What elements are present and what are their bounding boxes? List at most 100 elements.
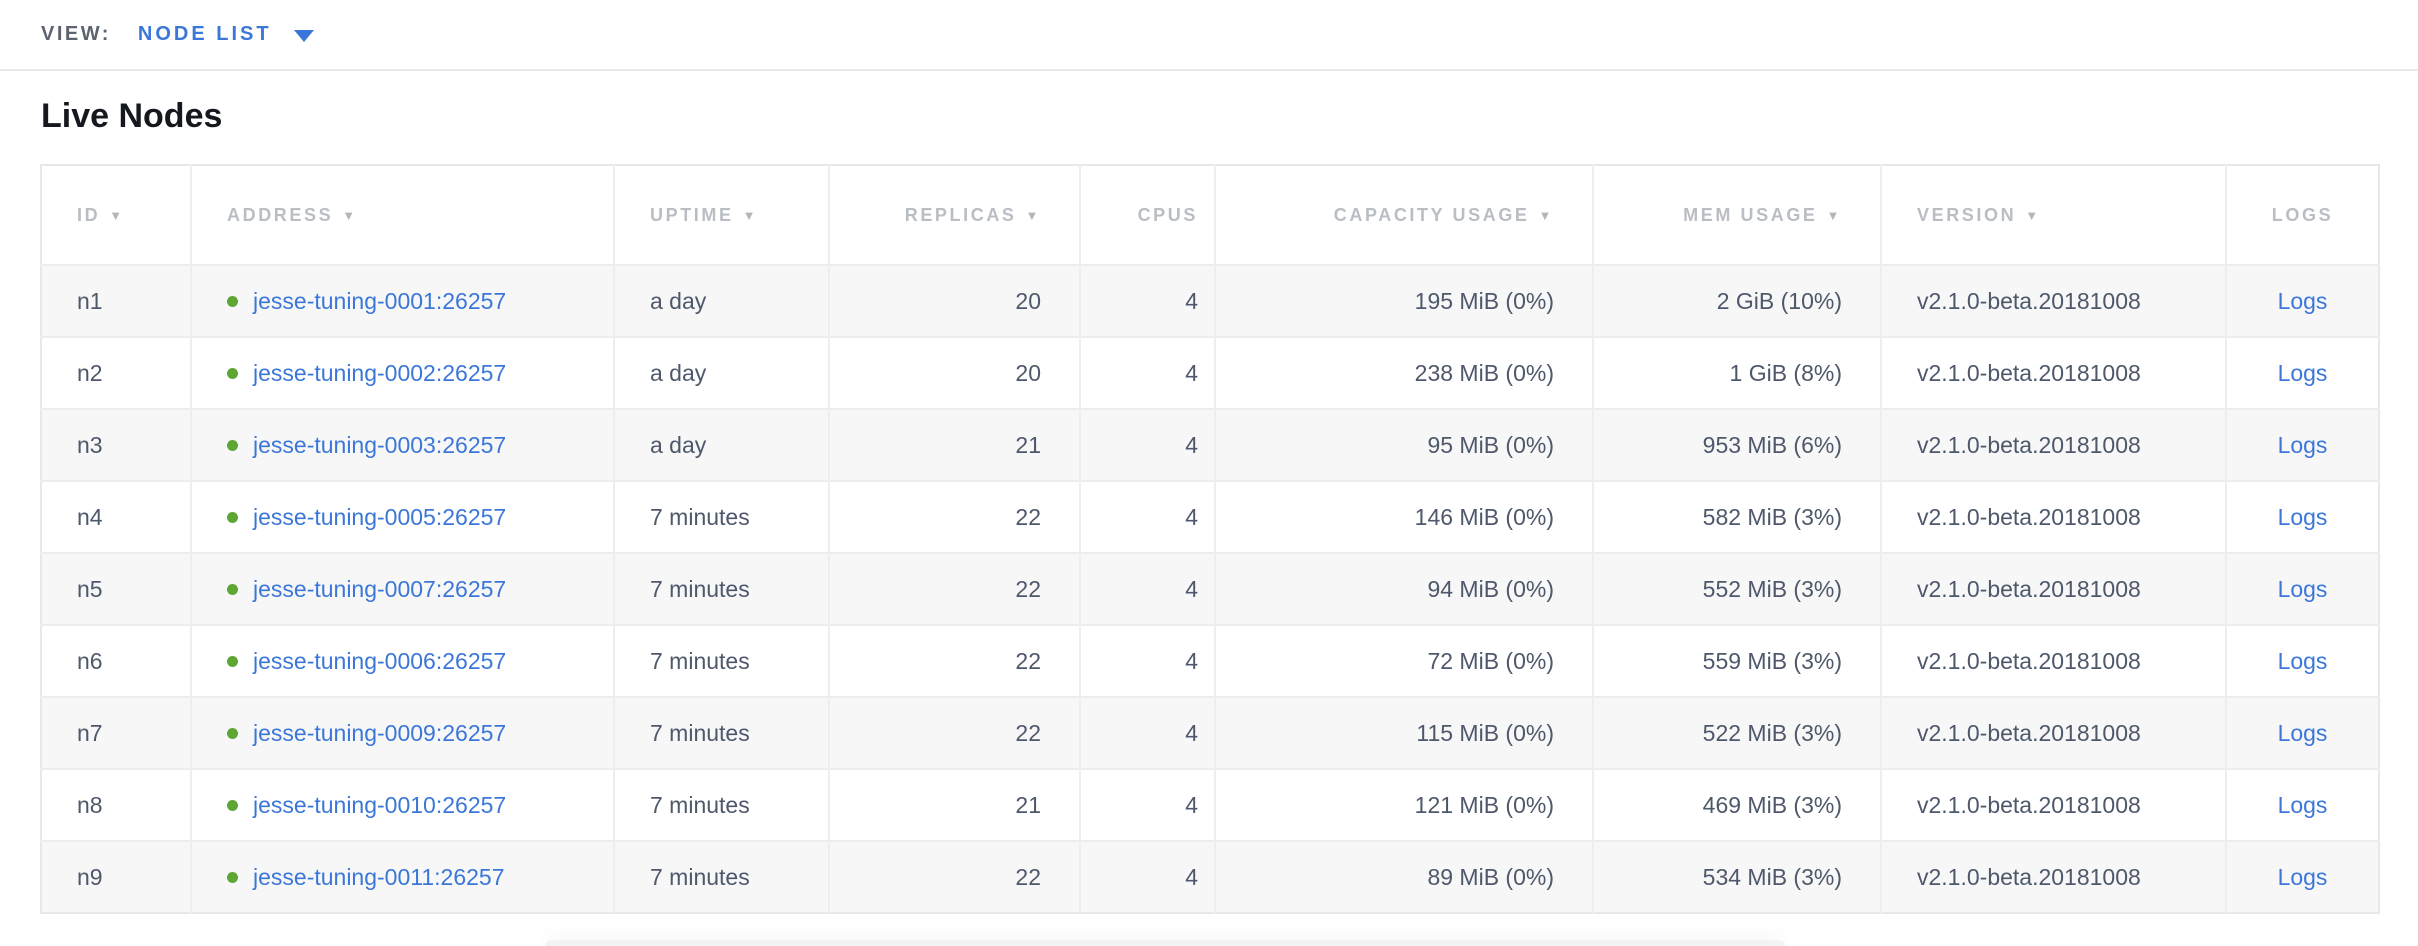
node-address-link[interactable]: jesse-tuning-0010:26257 [253, 791, 507, 818]
cell-capacity: 94 MiB (0%) [1214, 553, 1593, 625]
cell-capacity: 238 MiB (0%) [1214, 337, 1593, 409]
node-live-status-icon [227, 583, 238, 595]
cell-value: 20 [1015, 359, 1041, 386]
node-logs-link[interactable]: Logs [2277, 719, 2328, 746]
column-label: UPTIME [650, 204, 734, 225]
cell-value: n9 [77, 863, 103, 890]
cell-value: 22 [1015, 647, 1041, 674]
cell-value: 4 [1185, 863, 1198, 890]
cell-value: n4 [77, 503, 103, 530]
column-label: MEM USAGE [1683, 204, 1818, 225]
sort-desc-icon: ▼ [1538, 207, 1554, 223]
column-header-mem[interactable]: MEM USAGE ▼ [1592, 165, 1881, 265]
node-address-link[interactable]: jesse-tuning-0001:26257 [253, 287, 507, 314]
cell-cpus: 4 [1079, 481, 1215, 553]
cell-value: 121 MiB (0%) [1414, 791, 1554, 818]
cell-value: 4 [1185, 719, 1198, 746]
cell-value: 953 MiB (6%) [1702, 431, 1842, 458]
cell-capacity: 121 MiB (0%) [1214, 769, 1593, 841]
node-live-status-icon [227, 367, 238, 379]
cell-replicas: 22 [828, 553, 1080, 625]
column-header-uptime[interactable]: UPTIME ▼ [613, 165, 829, 265]
cell-replicas: 22 [828, 481, 1080, 553]
cell-value: 20 [1015, 287, 1041, 314]
cell-uptime: a day [613, 337, 829, 409]
cell-capacity: 72 MiB (0%) [1214, 625, 1593, 697]
node-address-link[interactable]: jesse-tuning-0006:26257 [253, 647, 507, 674]
cell-value: 7 minutes [650, 863, 750, 890]
node-address-link[interactable]: jesse-tuning-0007:26257 [253, 575, 507, 602]
node-address-link[interactable]: jesse-tuning-0002:26257 [253, 359, 507, 386]
cell-id: n9 [41, 841, 191, 913]
cell-cpus: 4 [1079, 697, 1215, 769]
node-logs-link[interactable]: Logs [2277, 503, 2328, 530]
cell-value: v2.1.0-beta.20181008 [1917, 863, 2141, 890]
cell-version: v2.1.0-beta.20181008 [1880, 337, 2226, 409]
node-logs-link[interactable]: Logs [2277, 647, 2328, 674]
cell-value: 7 minutes [650, 791, 750, 818]
cell-value: 22 [1015, 719, 1041, 746]
cell-id: n1 [41, 265, 191, 337]
cell-version: v2.1.0-beta.20181008 [1880, 553, 2226, 625]
column-header-version[interactable]: VERSION ▼ [1880, 165, 2226, 265]
cell-version: v2.1.0-beta.20181008 [1880, 841, 2226, 913]
node-live-status-icon [227, 799, 238, 811]
cell-logs: Logs [2225, 841, 2379, 913]
column-header-capacity[interactable]: CAPACITY USAGE ▼ [1214, 165, 1593, 265]
cell-value: 7 minutes [650, 503, 750, 530]
table-row: n4 jesse-tuning-0005:26257 7 minutes 22 4 146… [41, 481, 2379, 553]
node-logs-link[interactable]: Logs [2277, 287, 2328, 314]
node-live-status-icon [227, 871, 238, 883]
cell-version: v2.1.0-beta.20181008 [1880, 625, 2226, 697]
column-header-id[interactable]: ID ▼ [41, 165, 191, 265]
node-logs-link[interactable]: Logs [2277, 863, 2328, 890]
cell-value: 559 MiB (3%) [1702, 647, 1842, 674]
node-logs-link[interactable]: Logs [2277, 359, 2328, 386]
cell-value: 4 [1185, 287, 1198, 314]
cell-value: 115 MiB (0%) [1416, 719, 1554, 746]
column-header-cpus[interactable]: CPUS [1079, 165, 1215, 265]
node-address-link[interactable]: jesse-tuning-0003:26257 [253, 431, 507, 458]
sort-desc-icon: ▼ [342, 207, 358, 223]
cell-cpus: 4 [1079, 265, 1215, 337]
column-header-replicas[interactable]: REPLICAS ▼ [828, 165, 1080, 265]
cell-value: v2.1.0-beta.20181008 [1917, 503, 2141, 530]
cell-address: jesse-tuning-0009:26257 [190, 697, 614, 769]
cell-logs: Logs [2225, 337, 2379, 409]
cell-logs: Logs [2225, 697, 2379, 769]
cell-value: 195 MiB (0%) [1414, 287, 1554, 314]
view-label: VIEW: [41, 23, 111, 45]
column-label: REPLICAS [904, 204, 1017, 225]
cell-address: jesse-tuning-0001:26257 [190, 265, 614, 337]
node-live-status-icon [227, 727, 238, 739]
table-header: ID ▼ ADDRESS ▼ UPTIME ▼ REPLICAS ▼ CPUS CAPACITY … [41, 165, 2379, 265]
node-logs-link[interactable]: Logs [2277, 791, 2328, 818]
column-header-address[interactable]: ADDRESS ▼ [190, 165, 614, 265]
cell-value: 1 GiB (8%) [1729, 359, 1842, 386]
cell-value: 7 minutes [650, 647, 750, 674]
cell-value: n8 [77, 791, 103, 818]
view-selector-dropdown[interactable]: NODE LIST [138, 23, 314, 46]
node-live-status-icon [227, 439, 238, 451]
cell-replicas: 21 [828, 769, 1080, 841]
column-label: CAPACITY USAGE [1333, 204, 1530, 225]
cell-mem: 552 MiB (3%) [1592, 553, 1881, 625]
cell-capacity: 146 MiB (0%) [1214, 481, 1593, 553]
cell-value: 22 [1015, 863, 1041, 890]
node-logs-link[interactable]: Logs [2277, 575, 2328, 602]
node-address-link[interactable]: jesse-tuning-0011:26257 [253, 863, 505, 890]
cell-id: n3 [41, 409, 191, 481]
node-address-link[interactable]: jesse-tuning-0009:26257 [253, 719, 507, 746]
node-address-link[interactable]: jesse-tuning-0005:26257 [253, 503, 507, 530]
cell-address: jesse-tuning-0007:26257 [190, 553, 614, 625]
cell-value: 4 [1185, 431, 1198, 458]
cell-version: v2.1.0-beta.20181008 [1880, 481, 2226, 553]
cell-uptime: a day [613, 409, 829, 481]
node-logs-link[interactable]: Logs [2277, 431, 2328, 458]
cell-value: v2.1.0-beta.20181008 [1917, 575, 2141, 602]
cell-mem: 559 MiB (3%) [1592, 625, 1881, 697]
cell-mem: 953 MiB (6%) [1592, 409, 1881, 481]
cell-value: 7 minutes [650, 575, 750, 602]
cell-cpus: 4 [1079, 625, 1215, 697]
cell-address: jesse-tuning-0005:26257 [190, 481, 614, 553]
